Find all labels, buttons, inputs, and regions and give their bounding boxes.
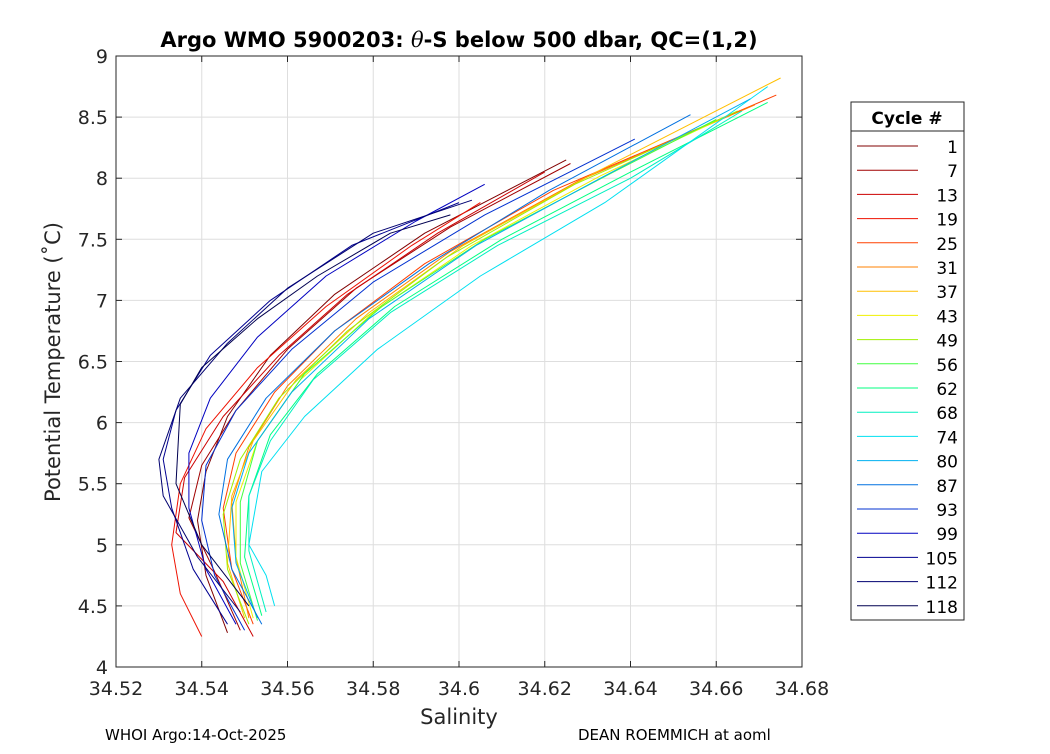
y-tick-label: 7.5: [78, 229, 108, 251]
legend-label-cycle-13: 13: [936, 186, 958, 206]
chart-title-part-1: Argo WMO 5900203:: [160, 28, 411, 52]
legend-title: Cycle #: [871, 109, 942, 129]
series-line-cycle-74: [248, 86, 768, 607]
x-tick-label: 34.62: [518, 678, 572, 700]
series-line-cycle-13: [175, 171, 545, 637]
footer-right: DEAN ROEMMICH at aoml: [578, 726, 771, 744]
y-tick-label: 4.5: [78, 596, 108, 618]
legend-label-cycle-74: 74: [936, 428, 958, 448]
series-line-cycle-62: [244, 101, 768, 616]
y-tick-label: 4: [96, 657, 108, 679]
legend-items: 1 7 13 19 25 31 37 43 49 56 62 68 74 80 87 93 99 105 112 11…: [857, 138, 958, 618]
x-tick-label: 34.56: [260, 678, 314, 700]
legend-label-cycle-105: 105: [926, 549, 958, 569]
y-tick-label: 8.5: [78, 107, 108, 129]
series-line-cycle-118: [175, 214, 451, 607]
legend-label-cycle-25: 25: [936, 235, 958, 255]
legend-label-cycle-68: 68: [936, 404, 958, 424]
series-line-cycle-19: [171, 202, 481, 637]
chart-title-theta: θ: [411, 28, 424, 52]
x-axis-label: Salinity: [420, 705, 498, 729]
x-tick-label: 34.52: [89, 678, 143, 700]
series-line-cycle-68: [248, 110, 743, 613]
y-tick-label: 6.5: [78, 352, 108, 374]
x-tick-label: 34.58: [346, 678, 400, 700]
grid: [116, 56, 802, 667]
y-tick-label: 9: [96, 46, 108, 68]
series-line-cycle-80: [231, 98, 751, 619]
legend: Cycle # 1 7 13 19 25 31 37 43 49 56 62 68 74 80 87 93 99…: [850, 101, 965, 621]
legend-label-cycle-19: 19: [936, 211, 958, 231]
y-tick-label: 5.5: [78, 474, 108, 496]
legend-label-cycle-99: 99: [936, 525, 958, 545]
legend-label-cycle-62: 62: [936, 380, 958, 400]
legend-label-cycle-37: 37: [936, 283, 958, 303]
x-tick-label: 34.6: [438, 678, 480, 700]
series-line-cycle-112: [158, 199, 473, 613]
series-lines: [158, 77, 781, 637]
legend-label-cycle-31: 31: [936, 259, 958, 279]
series-line-cycle-99: [188, 183, 485, 625]
legend-label-cycle-56: 56: [936, 356, 958, 376]
legend-label-cycle-80: 80: [936, 453, 958, 473]
x-tick-label: 34.68: [775, 678, 829, 700]
legend-label-cycle-112: 112: [926, 574, 958, 594]
ticks: 34.52 34.54 34.56 34.58 34.6 34.62 34.64 34.66 3…: [78, 46, 829, 700]
y-tick-label: 8: [96, 168, 108, 190]
series-line-cycle-87: [218, 114, 691, 625]
legend-label-cycle-7: 7: [947, 162, 958, 182]
y-axis-label: Potential Temperature (˚C): [41, 222, 65, 502]
chart-title: Argo WMO 5900203: θ-S below 500 dbar, QC…: [160, 28, 757, 52]
y-tick-label: 7: [96, 290, 108, 312]
footer-left: WHOI Argo:14-Oct-2025: [105, 726, 287, 744]
x-tick-label: 34.54: [175, 678, 229, 700]
chart-title-part-2: -S below 500 dbar, QC=(1,2): [424, 28, 758, 52]
y-tick-label: 5: [96, 535, 108, 557]
series-line-cycle-49: [222, 110, 738, 625]
legend-label-cycle-93: 93: [936, 501, 958, 521]
legend-label-cycle-87: 87: [936, 477, 958, 497]
x-tick-label: 34.64: [603, 678, 657, 700]
series-line-cycle-93: [201, 138, 636, 631]
series-line-cycle-1: [197, 159, 567, 633]
series-line-cycle-25: [222, 94, 777, 625]
legend-label-cycle-118: 118: [926, 598, 958, 618]
legend-label-cycle-49: 49: [936, 332, 958, 352]
legend-label-cycle-43: 43: [936, 307, 958, 327]
y-tick-label: 6: [96, 413, 108, 435]
x-tick-label: 34.66: [689, 678, 743, 700]
series-line-cycle-37: [227, 77, 781, 619]
legend-label-cycle-1: 1: [947, 138, 958, 158]
